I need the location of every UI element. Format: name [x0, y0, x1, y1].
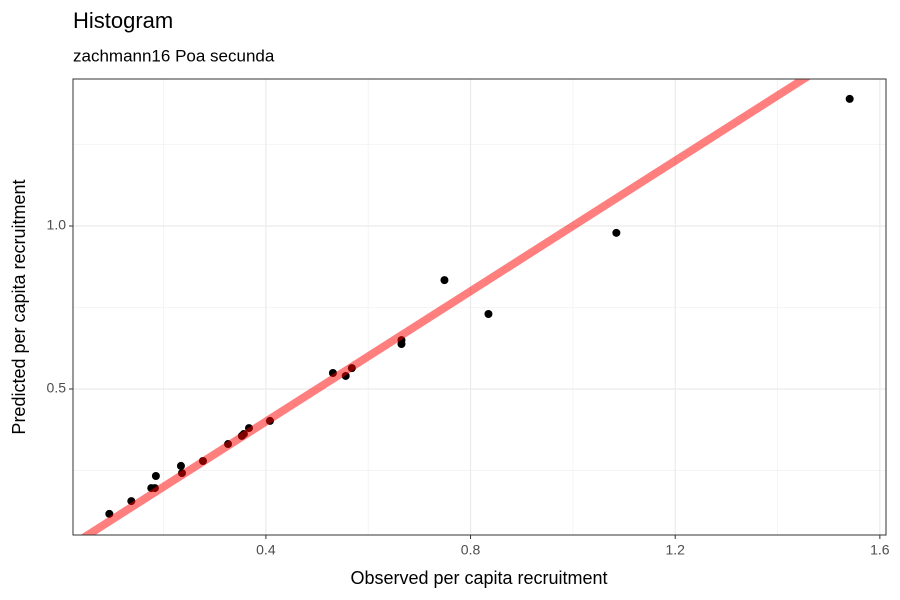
chart-subtitle: zachmann16 Poa secunda [73, 46, 275, 65]
x-tick-label: 0.4 [256, 542, 276, 558]
chart-title: Histogram [73, 8, 173, 33]
x-tick-label: 1.6 [870, 542, 890, 558]
grid [73, 79, 886, 535]
y-axis-label: Predicted per capita recruitment [9, 179, 29, 434]
y-tick-label: 1.0 [47, 217, 67, 233]
point [151, 472, 160, 481]
point [612, 228, 621, 237]
y-tick-label: 0.5 [47, 380, 67, 396]
panel-border [72, 78, 887, 536]
point [397, 339, 406, 348]
point [484, 310, 493, 319]
point [845, 94, 854, 103]
x-tick-label: 1.2 [665, 542, 685, 558]
x-axis-label: Observed per capita recruitment [350, 568, 607, 588]
point [440, 276, 449, 285]
plot-area [80, 79, 854, 535]
identity-line [80, 79, 812, 535]
point [176, 461, 185, 470]
x-tick-label: 0.8 [461, 542, 481, 558]
